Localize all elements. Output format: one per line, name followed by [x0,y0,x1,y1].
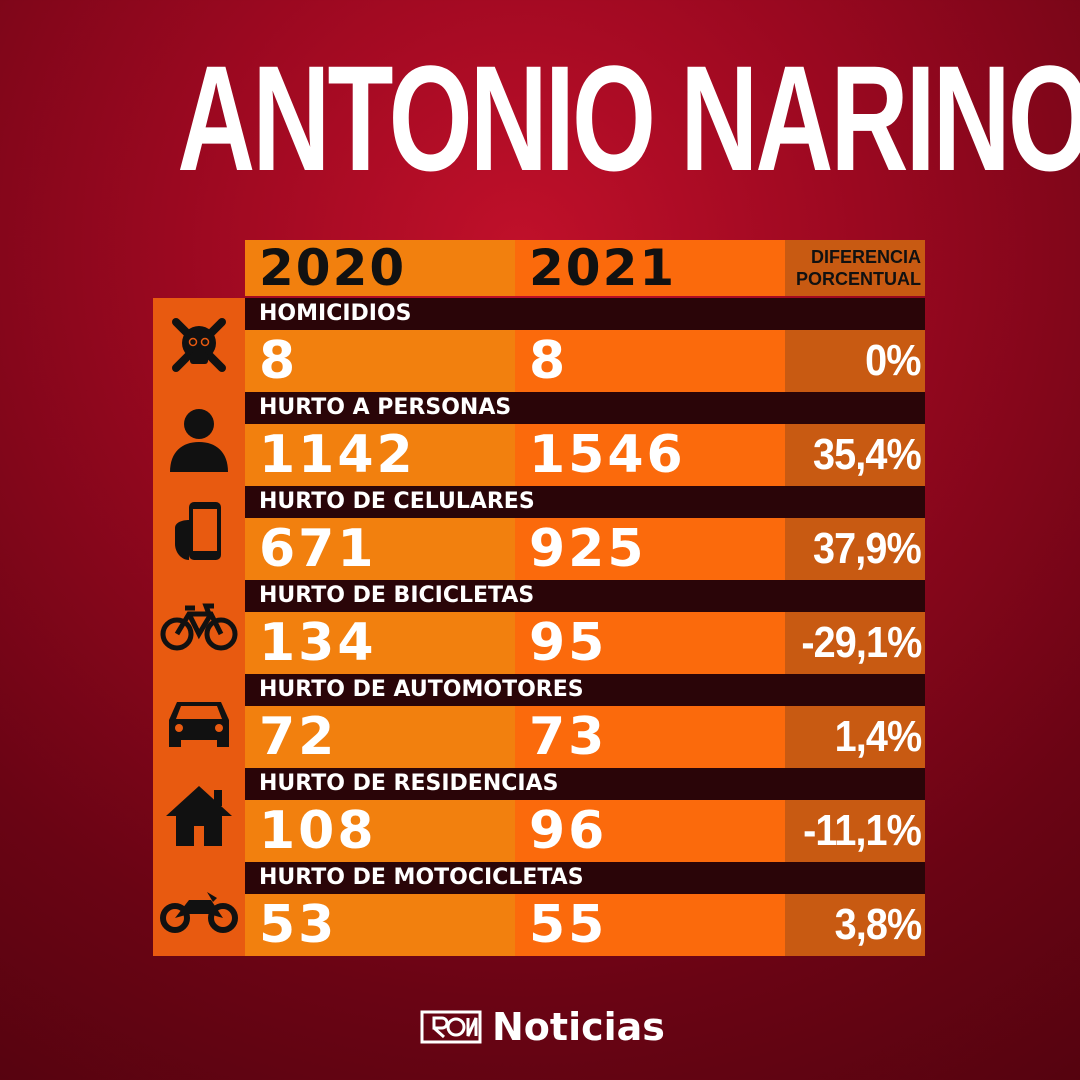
row-label: HURTO DE RESIDENCIAS [245,768,925,800]
value-diff-text: 3,8% [834,900,922,949]
brand-name: Noticias [492,1005,665,1049]
table-row: HURTO DE AUTOMOTORES 72 73 1,4% [153,674,925,768]
table-row: HOMICIDIOS 8 8 0% [153,298,925,392]
value-diff-text: 35,4% [813,430,922,479]
value-2020: 72 [245,706,515,768]
value-diff: 37,9% [785,518,925,580]
row-label: HURTO DE AUTOMOTORES [245,674,925,706]
table-row: HURTO DE RESIDENCIAS 108 96 -11,1% [153,768,925,862]
value-diff: -29,1% [785,612,925,674]
phone-in-hand-icon [153,486,245,580]
title-wrap: ANTONIO NARINO [0,38,1080,208]
car-icon [153,674,245,768]
header-2021-label: 2021 [529,239,677,297]
value-2020: 134 [245,612,515,674]
page-title: ANTONIO NARINO [177,34,1080,202]
value-diff: 35,4% [785,424,925,486]
table-row: HURTO A PERSONAS 1142 1546 35,4% [153,392,925,486]
row-label: HOMICIDIOS [245,298,925,330]
header-2021: 2021 [515,240,785,296]
value-diff: 3,8% [785,894,925,956]
value-2021: 8 [515,330,785,392]
value-diff-text: 1,4% [834,712,922,761]
value-2021: 95 [515,612,785,674]
value-2020: 671 [245,518,515,580]
value-2021: 73 [515,706,785,768]
header-2020-label: 2020 [259,239,407,297]
bicycle-icon [153,580,245,674]
table-row: HURTO DE CELULARES 671 925 37,9% [153,486,925,580]
value-diff: -11,1% [785,800,925,862]
value-2020: 108 [245,800,515,862]
header-2020: 2020 [245,240,515,296]
house-icon [153,768,245,862]
skull-crossbones-icon [153,298,245,392]
header-diferencia: DIFERENCIA PORCENTUAL [785,240,925,296]
value-2020: 1142 [245,424,515,486]
value-diff-text: 0% [865,336,922,385]
row-label: HURTO DE BICICLETAS [245,580,925,612]
header-diff-line2: PORCENTUAL [796,269,921,289]
row-label: HURTO A PERSONAS [245,392,925,424]
person-icon [153,392,245,486]
value-diff-text: 37,9% [813,524,922,573]
motorcycle-icon [153,862,245,956]
rcn-logo-icon [420,1010,482,1044]
value-2020: 8 [245,330,515,392]
table-row: HURTO DE BICICLETAS 134 95 -29,1% [153,580,925,674]
brand-logo: Noticias [420,1005,665,1049]
value-diff: 1,4% [785,706,925,768]
value-2021: 925 [515,518,785,580]
header-diff-line1: DIFERENCIA [810,247,921,267]
row-label: HURTO DE MOTOCICLETAS [245,862,925,894]
value-2020: 53 [245,894,515,956]
value-2021: 96 [515,800,785,862]
value-diff-text: -29,1% [800,618,922,667]
value-2021: 55 [515,894,785,956]
value-diff: 0% [785,330,925,392]
value-diff-text: -11,1% [803,806,922,855]
value-2021: 1546 [515,424,785,486]
table-row: HURTO DE MOTOCICLETAS 53 55 3,8% [153,862,925,956]
row-label: HURTO DE CELULARES [245,486,925,518]
